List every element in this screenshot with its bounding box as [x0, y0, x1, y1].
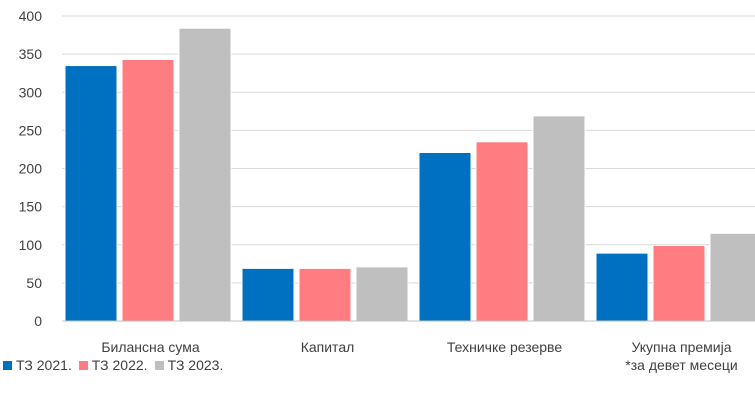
bar-3-3	[532, 115, 586, 322]
legend-item-3: ТЗ 2023.	[153, 357, 224, 373]
bar-2-2	[298, 267, 352, 322]
y-tick-label: 400	[19, 8, 43, 24]
gridlines	[62, 15, 755, 284]
y-tick-label: 300	[19, 84, 43, 100]
bar-3-1	[178, 27, 232, 322]
category-labels: Билансна сума Капитал Техничке резерве Укуп…	[101, 339, 737, 373]
legend-swatch	[2, 359, 13, 371]
y-tick-label: 350	[19, 46, 43, 62]
bar-1-2	[241, 267, 295, 322]
legend-item-2: ТЗ 2022.	[77, 357, 148, 373]
bar-2-4	[652, 245, 706, 322]
legend-swatch	[77, 359, 89, 371]
bar-1-1	[64, 65, 118, 322]
y-tick-label: 250	[19, 122, 43, 138]
y-tick-label: 200	[19, 161, 43, 177]
bar-1-3	[418, 151, 472, 322]
category-label: Капитал	[301, 339, 355, 355]
y-tick-label: 50	[26, 275, 42, 291]
legend-label: ТЗ 2022.	[91, 357, 148, 373]
bar-3-4	[709, 232, 755, 322]
legend-item-1: ТЗ 2021.	[2, 357, 72, 373]
category-label: Техничке резерве	[447, 339, 562, 355]
bars	[64, 27, 755, 322]
legend: ТЗ 2021. ТЗ 2022. ТЗ 2023.	[2, 357, 229, 373]
category-note: *за девет месеци	[625, 357, 737, 373]
y-axis-ticks: 0 50 100 150 200 250 300 350 400	[19, 8, 43, 329]
y-tick-label: 100	[19, 237, 43, 253]
legend-swatch	[153, 359, 165, 371]
bar-2-3	[475, 141, 529, 322]
legend-label: ТЗ 2021.	[16, 357, 72, 373]
bar-1-4	[595, 252, 649, 322]
bar-3-2	[355, 266, 409, 322]
category-label: Билансна сума	[101, 339, 200, 355]
legend-label: ТЗ 2023.	[167, 357, 224, 373]
category-label: Укупна премија	[631, 339, 731, 355]
y-tick-label: 150	[19, 199, 43, 215]
bar-2-1	[121, 58, 175, 322]
y-tick-label: 0	[34, 313, 42, 329]
